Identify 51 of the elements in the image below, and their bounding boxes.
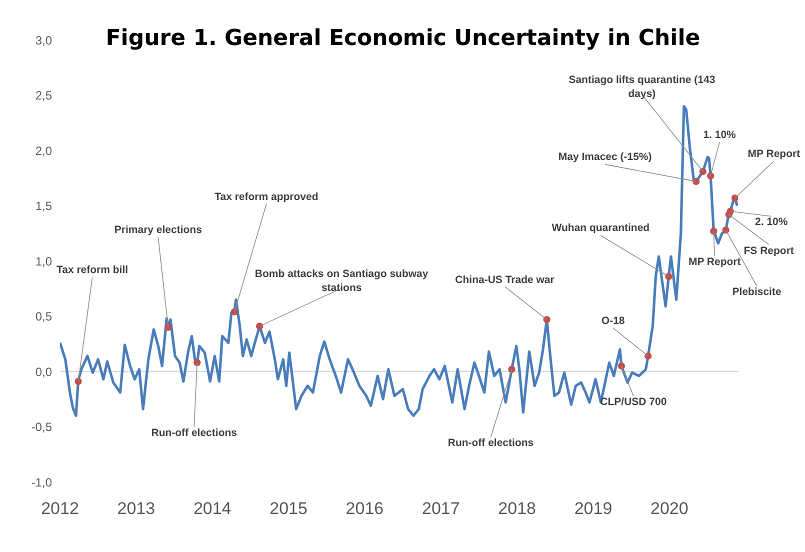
x-tick-label: 2012 [41, 499, 79, 518]
x-tick-label: 2014 [193, 499, 232, 518]
annotation: Run-off elections [150, 426, 238, 440]
point [618, 362, 626, 370]
annotation: MP Report [687, 255, 742, 270]
annotation: Plebiscite [731, 285, 782, 300]
point [256, 322, 264, 330]
point [692, 178, 700, 185]
point [665, 272, 672, 280]
y-tick-label: -1,0 [31, 475, 52, 490]
point [707, 172, 714, 180]
point [74, 378, 82, 386]
x-tick-label: 2017 [422, 499, 460, 518]
point [508, 366, 516, 373]
x-tick-label: 2020 [650, 499, 688, 518]
annotation: Santiago lifts quarantine (143 days) [568, 73, 716, 102]
annotation: Wuhan quarantined [550, 221, 651, 236]
x-tick-label: 2013 [117, 499, 156, 518]
y-tick-label: 2,5 [35, 88, 52, 103]
annotation: Tax reform approved [214, 190, 320, 204]
annotation: China-US Trade war [454, 272, 556, 287]
y-tick-label: 2,0 [35, 144, 52, 158]
chart-title: Figure 1. General Economic Uncertainty in Chile [106, 26, 700, 51]
annotation: O-18 [600, 314, 626, 328]
annotation: Primary elections [113, 223, 203, 238]
point [543, 316, 550, 324]
annotation: Run-off elections [446, 436, 535, 450]
point [644, 352, 652, 360]
annotation: CLP/USD 700 [599, 394, 668, 409]
x-tick-label: 2016 [346, 499, 384, 518]
x-tick-label: 2019 [574, 499, 612, 518]
annotation: FS Report [742, 244, 795, 258]
annotation: May Imacec (-15%) [557, 150, 653, 164]
annotation: 2. 10% [754, 215, 789, 230]
point [731, 194, 738, 202]
x-tick-label: 2015 [270, 499, 308, 518]
y-tick-label: -0,5 [31, 420, 52, 434]
point [725, 211, 732, 218]
annotation: Bomb attacks on Santiago subway stations [254, 267, 430, 296]
x-tick-label: 2018 [498, 499, 536, 518]
y-tick-label: 0,0 [35, 364, 52, 379]
y-tick-label: 0,5 [35, 310, 52, 324]
annotation: 1. 10% [702, 128, 737, 142]
y-tick-label: 1,0 [35, 254, 52, 268]
point [722, 226, 730, 234]
y-tick-label: 3,0 [35, 33, 52, 48]
point [230, 308, 238, 316]
annotation: MP Report [746, 147, 802, 161]
point [710, 228, 718, 235]
y-tick-label: 1,5 [35, 199, 52, 214]
annotation: Tax reform bill [56, 264, 128, 276]
